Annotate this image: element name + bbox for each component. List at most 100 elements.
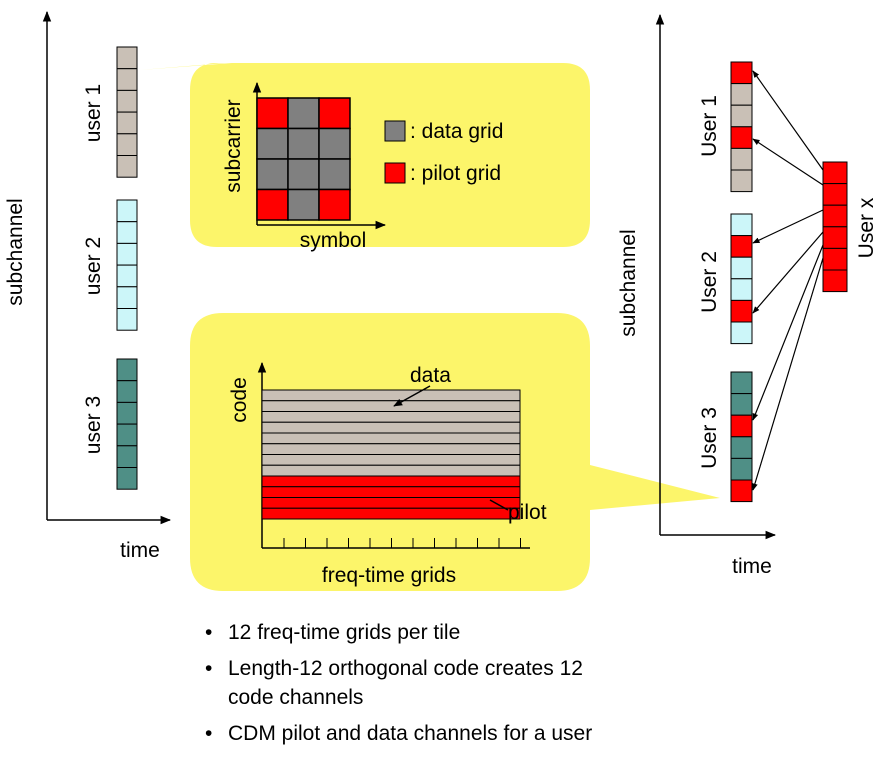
bullet-item: • Length-12 orthogonal code creates 12 co…: [203, 654, 623, 712]
subchannel-cell: [116, 221, 138, 244]
subchannel-cell: [116, 89, 138, 113]
subchannel-cell: [116, 133, 138, 157]
subchannel-cell: [730, 126, 753, 149]
right-user2-label: User 2: [698, 251, 721, 313]
right-user1-label: User 1: [698, 95, 721, 157]
data-code-channel: [261, 389, 521, 402]
bullet-marker: •: [205, 621, 213, 644]
pilot-code-channel: [261, 497, 521, 509]
data-grid-cell: [256, 158, 289, 191]
pilot-grid-cell: [318, 188, 351, 221]
left-x-label: time: [120, 539, 160, 562]
subchannel-cell: [116, 68, 138, 91]
mapping-arrow: [752, 138, 824, 186]
subchannel-cell: [116, 155, 138, 178]
subchannel-cell: [116, 380, 138, 403]
subchannel-cell: [730, 457, 753, 481]
subchannel-cell: [730, 147, 753, 171]
subchannel-cell: [116, 111, 138, 135]
subchannel-cell: [116, 308, 138, 331]
code-channel-stack: [261, 389, 521, 520]
data-label: data: [410, 364, 451, 387]
code-label: code: [228, 377, 251, 423]
data-code-channel: [261, 411, 521, 423]
mapping-arrow: [752, 209, 824, 244]
top-callout-bubble: [140, 63, 590, 247]
user-x-cell: [822, 226, 848, 249]
pilot-grid-cell: [256, 97, 289, 130]
user-x-cell: [822, 204, 848, 228]
pilot-pointer-line: [489, 499, 509, 511]
bullet-text: 12 freq-time grids per tile: [228, 621, 461, 644]
subchannel-cell: [730, 61, 753, 85]
subchannel-cell: [116, 401, 138, 425]
data-grid-cell: [287, 127, 320, 160]
user-x-cell: [822, 183, 848, 206]
user-x-cell: [822, 269, 848, 293]
data-grid-cell: [256, 127, 289, 160]
data-grid-cell: [318, 127, 351, 160]
data-pointer-arrow: [393, 385, 431, 407]
bullet-list: • 12 freq-time grids per tile • Length-12 …: [203, 618, 623, 755]
subchannel-cell: [730, 83, 753, 106]
mapping-arrow: [752, 70, 824, 171]
bullet-marker: •: [205, 722, 213, 745]
data-grid-cell: [287, 97, 320, 130]
bullet-marker: •: [205, 657, 213, 680]
data-code-channel: [261, 464, 521, 477]
left-user2-label: user 2: [82, 237, 105, 295]
legend-data-label: : data grid: [410, 120, 503, 143]
subchannel-cell: [730, 436, 753, 459]
pilot-label: pilot: [508, 501, 547, 524]
subchannel-cell: [116, 46, 138, 70]
subchannel-cell: [116, 242, 138, 266]
left-user3-label: user 3: [82, 396, 105, 454]
subchannel-cell: [116, 286, 138, 309]
data-grid-cell: [318, 158, 351, 191]
left-user3-stack: [116, 358, 138, 490]
legend-data-swatch: [384, 120, 406, 142]
bottom-callout: code freq-time grids data pilot: [190, 313, 720, 591]
subchannel-cell: [730, 479, 753, 503]
data-code-channel: [261, 454, 521, 466]
pilot-grid-cell: [256, 188, 289, 221]
left-user1-stack: [116, 46, 138, 178]
data-grid-cell: [287, 188, 320, 221]
freq-time-label: freq-time grids: [322, 564, 456, 587]
subcarrier-label: subcarrier: [222, 99, 245, 192]
mapping-arrow: [752, 244, 824, 421]
right-user2-stack: [730, 213, 753, 345]
user-x-label: User x: [855, 197, 878, 258]
subchannel-cell: [116, 467, 138, 490]
freq-time-ticks: [283, 538, 521, 548]
left-y-label: subchannel: [4, 198, 27, 305]
subchannel-cell: [730, 235, 753, 258]
data-code-channel: [261, 443, 521, 455]
top-callout: subcarrier symbol : data grid : pilot gr…: [140, 63, 590, 252]
pilot-data-grid: [256, 97, 351, 221]
user-x-cell: [822, 247, 848, 271]
subchannel-cell: [730, 321, 753, 345]
bullet-item: • 12 freq-time grids per tile: [203, 618, 623, 647]
pilot-grid-cell: [318, 97, 351, 130]
left-user1-label: user 1: [82, 84, 105, 142]
right-user1-stack: [730, 61, 753, 193]
right-user3-label: User 3: [698, 407, 721, 469]
subchannel-cell: [730, 414, 753, 438]
subchannel-cell: [730, 371, 753, 395]
subchannel-cell: [730, 213, 753, 237]
user-x-mapping-arrows: [752, 70, 824, 491]
pilot-code-channel: [261, 486, 521, 498]
subchannel-cell: [116, 264, 138, 288]
mapping-arrow: [752, 257, 824, 491]
data-grid-cell: [287, 158, 320, 191]
pilot-code-channel: [261, 475, 521, 488]
subchannel-cell: [116, 358, 138, 382]
pilot-code-channel: [261, 507, 521, 520]
subchannel-cell: [116, 445, 138, 468]
subchannel-cell: [730, 169, 753, 193]
user-x-cell: [822, 161, 848, 185]
left-chart: subchannel time user 1 user 2 user 3: [4, 10, 172, 562]
subchannel-cell: [116, 199, 138, 223]
